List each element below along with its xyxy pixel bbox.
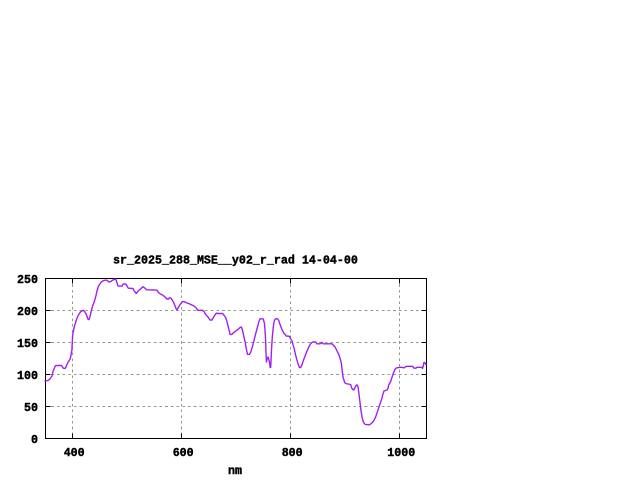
svg-text:nm: nm [228, 464, 242, 478]
svg-text:600: 600 [173, 446, 194, 460]
svg-text:0: 0 [31, 433, 38, 447]
svg-text:200: 200 [17, 305, 38, 319]
svg-text:1000: 1000 [387, 446, 415, 460]
svg-text:sr_2025_288_MSE__y02_r_rad 14-: sr_2025_288_MSE__y02_r_rad 14-04-00 [113, 254, 358, 268]
svg-text:800: 800 [282, 446, 303, 460]
svg-text:400: 400 [64, 446, 85, 460]
svg-text:250: 250 [17, 273, 38, 287]
svg-text:150: 150 [17, 337, 38, 351]
svg-text:50: 50 [24, 401, 38, 415]
svg-text:100: 100 [17, 369, 38, 383]
